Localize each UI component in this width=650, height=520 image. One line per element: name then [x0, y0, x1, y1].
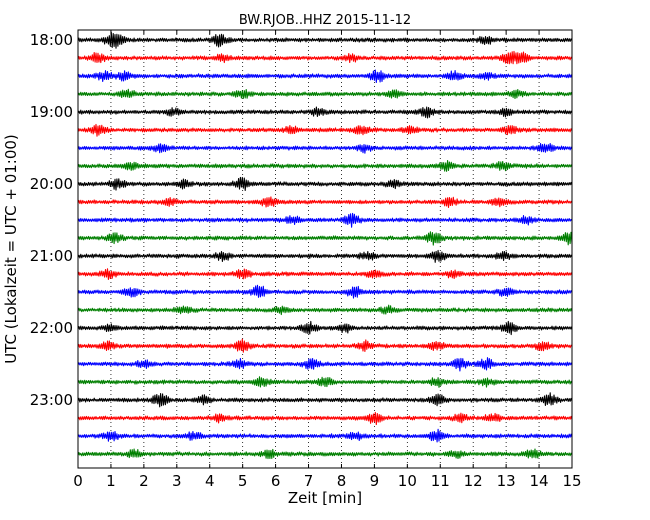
trace-line	[77, 212, 573, 228]
x-axis-ticks: 0 1 2 3 4 5 6 7 8 9 10 11 12 13 14 15	[73, 30, 582, 490]
trace-line	[77, 88, 573, 100]
x-tick-label: 15	[562, 472, 581, 490]
y-tick-label: 21:00	[30, 247, 73, 265]
y-tick-label: 22:00	[30, 319, 73, 337]
trace-line	[77, 411, 573, 426]
trace-line	[77, 176, 573, 191]
trace-line	[77, 50, 573, 65]
x-tick-label: 1	[106, 472, 116, 490]
x-tick-label: 8	[337, 472, 347, 490]
trace-line	[77, 284, 573, 299]
x-tick-label: 2	[139, 472, 149, 490]
y-tick-label: 20:00	[30, 175, 73, 193]
x-tick-label: 0	[73, 472, 83, 490]
x-tick-label: 3	[172, 472, 182, 490]
y-tick-label: 19:00	[30, 103, 73, 121]
x-tick-label: 13	[497, 472, 516, 490]
x-tick-label: 9	[370, 472, 380, 490]
trace-line	[77, 304, 573, 316]
trace-line	[77, 106, 573, 119]
x-tick-label: 12	[464, 472, 483, 490]
y-tick-label: 23:00	[30, 391, 73, 409]
x-tick-label: 7	[304, 472, 314, 490]
x-tick-label: 14	[530, 472, 549, 490]
y-axis-ticks: 18:00 19:00 20:00 21:00 22:00 23:00	[30, 31, 572, 409]
trace-line	[77, 231, 573, 246]
trace-line	[77, 320, 573, 336]
trace-line	[77, 196, 573, 209]
trace-line	[77, 123, 573, 137]
trace-line	[77, 160, 573, 172]
trace-line	[77, 376, 573, 388]
x-tick-label: 5	[238, 472, 248, 490]
trace-line	[77, 448, 573, 460]
trace-line	[77, 357, 573, 372]
trace-line	[77, 428, 573, 443]
x-tick-label: 11	[431, 472, 450, 490]
trace-line	[77, 142, 573, 154]
y-tick-label: 18:00	[30, 31, 73, 49]
trace-line	[77, 69, 573, 83]
y-axis-label: UTC (Lokalzeit = UTC + 01:00)	[2, 134, 20, 364]
trace-line	[77, 31, 573, 49]
seismogram-traces	[77, 31, 573, 460]
trace-line	[77, 338, 573, 353]
x-tick-label: 6	[271, 472, 281, 490]
x-tick-label: 4	[205, 472, 215, 490]
x-axis-label: Zeit [min]	[288, 489, 362, 507]
plot-frame	[77, 29, 573, 469]
trace-line	[77, 268, 573, 280]
x-tick-label: 10	[398, 472, 417, 490]
trace-line	[77, 249, 573, 263]
chart-title: BW.RJOB..HHZ 2015-11-12	[239, 13, 411, 28]
trace-line	[77, 392, 573, 408]
